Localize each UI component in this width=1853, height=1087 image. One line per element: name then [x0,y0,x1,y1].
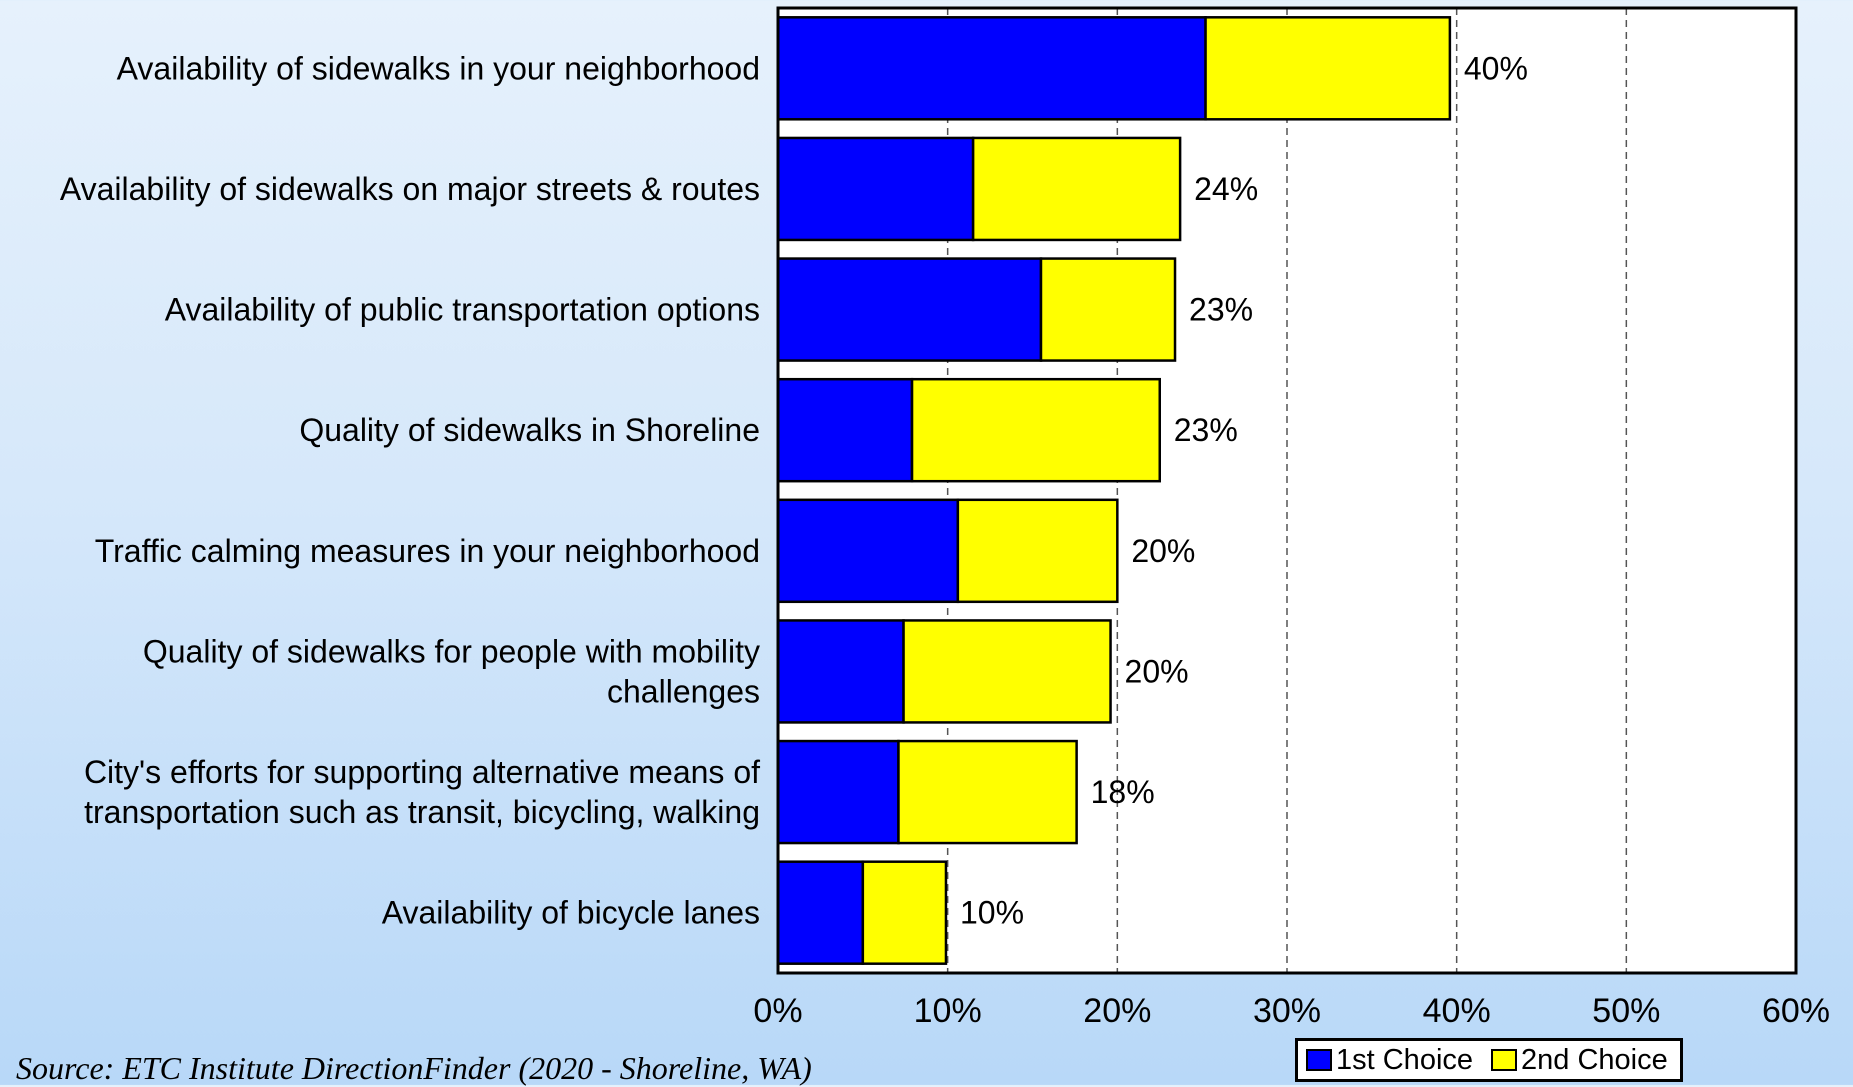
bar-segment-second-choice [910,377,1162,483]
category-label: Availability of public transportation op… [165,292,760,328]
plot-frame [776,6,1798,975]
category-label: City's efforts for supporting alternativ… [84,754,760,830]
bar-segment-first-choice [776,739,900,845]
data-label: 10% [960,895,1024,931]
bar-segment-first-choice [776,16,1207,121]
bar-segment-second-choice [897,739,1078,845]
x-tick-label: 30% [1253,992,1321,1030]
category-label: Quality of sidewalks in Shoreline [299,412,760,448]
category-label: Availability of bicycle lanes [382,895,760,931]
data-labels: 40% 24% 23% 23% 20% 20% 18% 10% [960,50,1528,930]
category-label: Traffic calming measures in your neighbo… [95,533,760,569]
bar-segment-first-choice [776,498,960,604]
bars [776,16,1452,965]
category-label: Availability of sidewalks on major stree… [60,171,760,207]
legend-item-second-choice: 2nd Choice [1491,1044,1668,1077]
data-label: 18% [1091,774,1155,810]
source-note: Source: ETC Institute DirectionFinder (2… [16,1050,812,1086]
bar-segment-second-choice [971,136,1182,242]
x-tick-label: 50% [1592,992,1660,1030]
bar-segment-first-choice [776,377,914,483]
data-label: 23% [1174,412,1238,448]
legend-swatch-first-choice [1306,1049,1332,1071]
data-label: 20% [1125,653,1189,689]
bar-segment-second-choice [956,498,1119,604]
legend-swatch-second-choice [1491,1049,1518,1071]
data-label: 40% [1464,50,1528,86]
x-axis-ticks: 0% 10% 20% 30% 40% 50% 60% [753,992,1830,1030]
legend-label-first-choice: 1st Choice [1336,1043,1474,1076]
legend: 1st Choice 2nd Choice [1295,1038,1683,1082]
legend-item-first-choice: 1st Choice [1306,1044,1473,1077]
x-tick-label: 0% [753,992,802,1030]
data-label: 20% [1131,533,1195,569]
bar-segment-second-choice [1039,257,1177,362]
x-tick-label: 60% [1762,992,1830,1030]
bar-segment-second-choice [902,619,1112,724]
bar-segment-second-choice [861,860,948,965]
bar-segment-first-choice [776,257,1043,362]
x-tick-label: 40% [1423,992,1491,1030]
bar-segment-first-choice [776,136,975,242]
category-labels: Availability of sidewalks in your neighb… [60,50,760,930]
bar-segment-first-choice [776,860,865,965]
x-tick-label: 10% [914,992,982,1030]
category-label: Quality of sidewalks for people with mob… [143,633,760,709]
bar-segment-first-choice [776,619,905,724]
data-label: 23% [1189,292,1253,328]
x-tick-label: 20% [1083,992,1151,1030]
data-label: 24% [1194,171,1258,207]
category-label: Availability of sidewalks in your neighb… [117,50,760,86]
bar-segment-second-choice [1204,16,1452,121]
legend-label-second-choice: 2nd Choice [1521,1043,1668,1076]
